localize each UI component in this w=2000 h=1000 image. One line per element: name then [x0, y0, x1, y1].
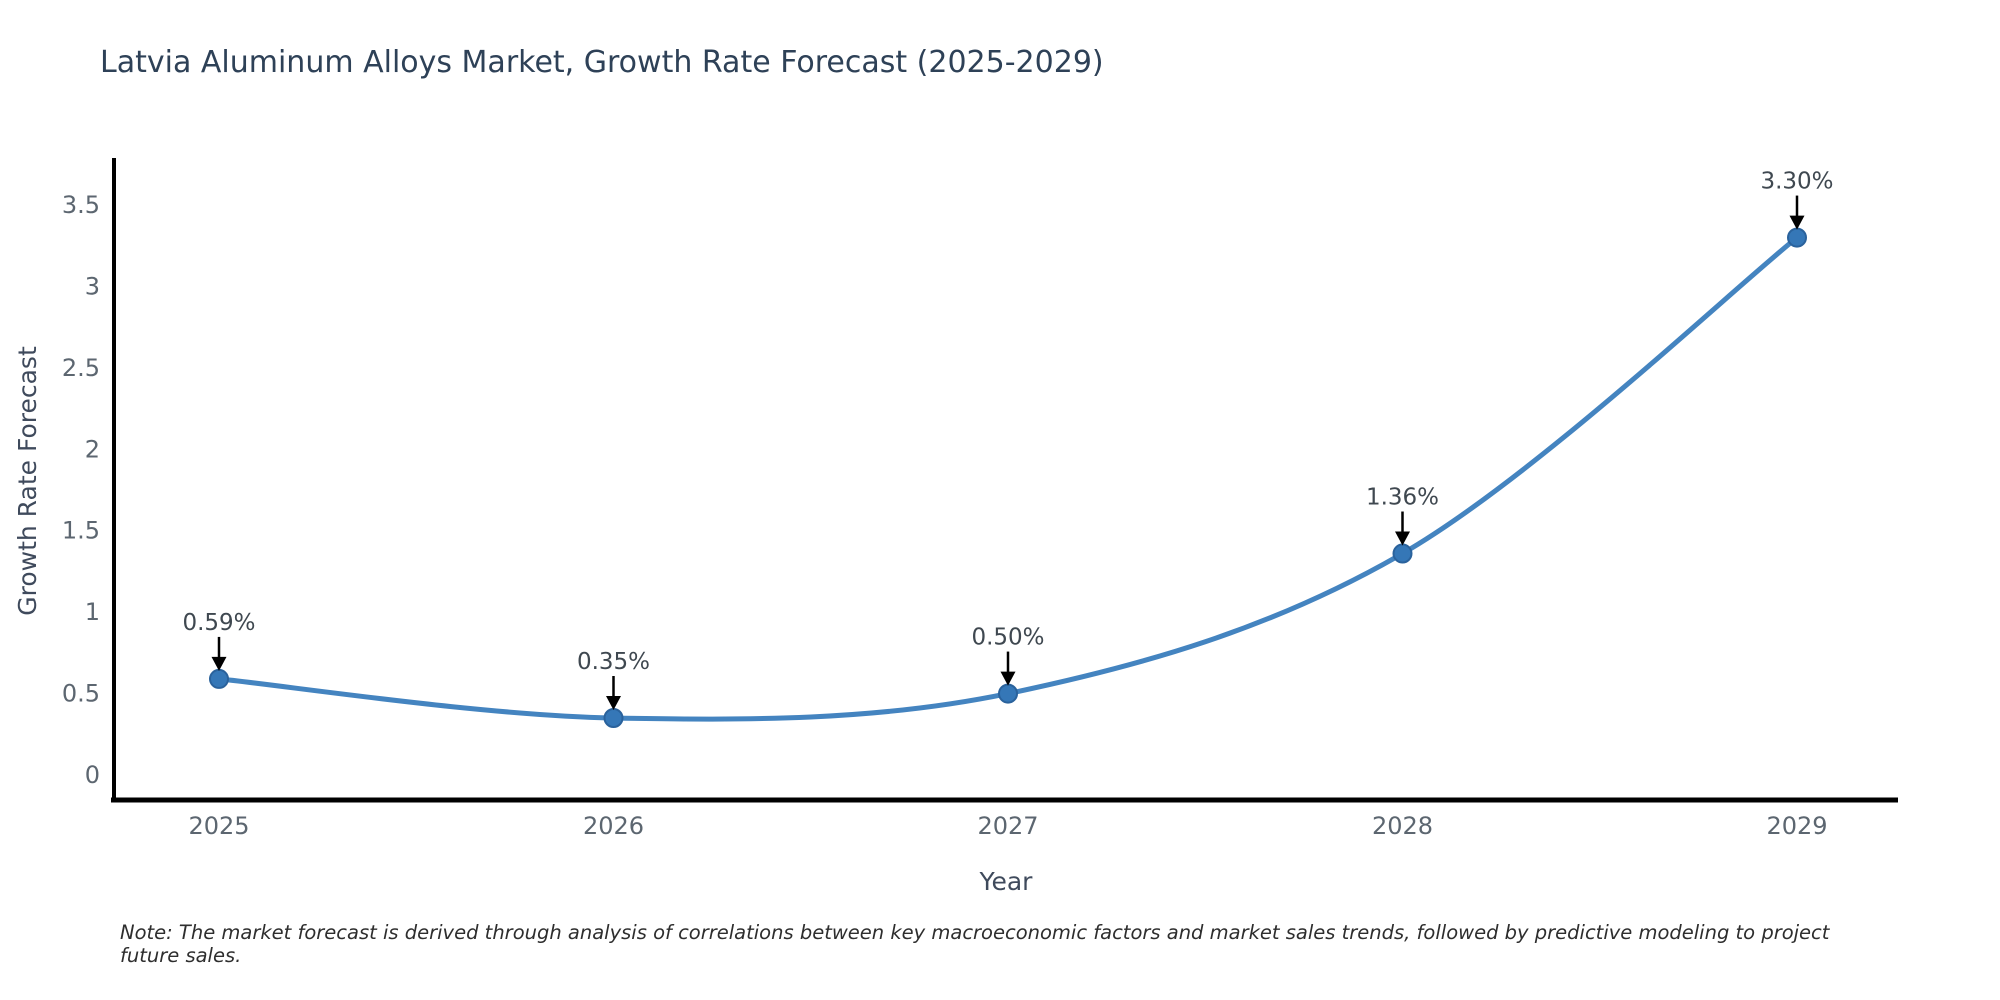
data-point	[1787, 227, 1807, 248]
annotation-arrowhead-icon	[1395, 531, 1410, 546]
y-tick-label: 0	[85, 761, 100, 789]
y-tick-label: 2.5	[62, 354, 100, 382]
data-point	[1392, 543, 1413, 564]
annotation-arrowhead-icon	[1000, 671, 1016, 686]
footnote: Note: The market forecast is derived thr…	[120, 921, 1830, 967]
annotation-arrowhead-icon	[211, 656, 227, 671]
chart-title: Latvia Aluminum Alloys Market, Growth Ra…	[100, 45, 1104, 80]
x-tick-label: 2027	[977, 812, 1038, 840]
annotation-arrowhead-icon	[1789, 215, 1805, 230]
y-tick-label: 3	[85, 272, 100, 300]
data-point-value-label: 1.36%	[1366, 485, 1439, 511]
x-tick-label: 2025	[188, 812, 249, 840]
y-tick-label: 1.5	[62, 517, 100, 545]
x-tick-label: 2028	[1372, 812, 1433, 840]
data-point-value-label: 0.59%	[182, 610, 255, 636]
x-tick-label: 2026	[583, 812, 644, 840]
x-tick-label: 2029	[1766, 812, 1827, 840]
y-tick-label: 3.5	[62, 191, 100, 219]
x-axis-tick-labels: 2025 2026 2027 2028 2029	[188, 812, 1827, 840]
data-point-value-label: 3.30%	[1760, 169, 1833, 195]
data-point-value-label: 0.50%	[971, 625, 1044, 651]
y-tick-label: 1	[85, 598, 100, 626]
x-axis-title: Year	[979, 867, 1033, 896]
data-point	[209, 668, 229, 689]
data-point	[998, 683, 1018, 704]
annotation-arrowhead-icon	[606, 696, 621, 711]
data-point-value-label: 0.35%	[577, 649, 650, 675]
y-tick-label: 2	[85, 435, 100, 463]
y-axis-tick-labels: 0 0.5 1 1.5 2 2.5 3 3.5	[62, 191, 100, 789]
data-point	[603, 708, 624, 729]
data-point-annotations: 0.59% 0.35% 0.50% 1.36% 3.30%	[182, 169, 1834, 711]
growth-rate-line-series	[216, 235, 1800, 722]
y-tick-label: 0.5	[62, 680, 100, 708]
